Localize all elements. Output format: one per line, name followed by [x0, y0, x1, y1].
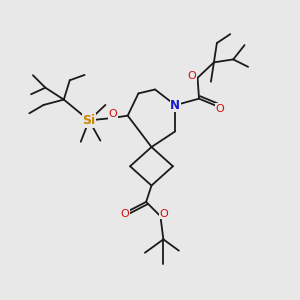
- Text: N: N: [170, 99, 180, 112]
- Text: O: O: [120, 209, 129, 219]
- Text: Si: Si: [82, 114, 96, 127]
- Text: O: O: [160, 209, 168, 219]
- Text: O: O: [109, 109, 117, 119]
- Text: O: O: [188, 71, 197, 81]
- Text: O: O: [215, 104, 224, 114]
